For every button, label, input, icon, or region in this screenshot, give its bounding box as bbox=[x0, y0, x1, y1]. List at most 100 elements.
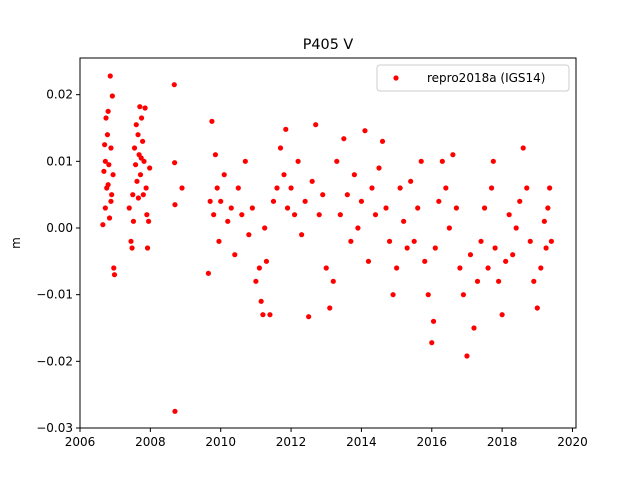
data-point bbox=[147, 165, 153, 171]
data-point bbox=[232, 252, 238, 258]
data-point bbox=[481, 205, 488, 211]
data-point bbox=[211, 212, 217, 218]
data-point bbox=[270, 198, 277, 204]
data-point bbox=[365, 258, 372, 264]
y-tick-label: 0.02 bbox=[46, 88, 73, 102]
data-point bbox=[401, 218, 407, 224]
data-point bbox=[212, 152, 219, 158]
data-point bbox=[334, 158, 340, 164]
data-point bbox=[131, 145, 138, 151]
data-point bbox=[513, 225, 519, 231]
data-point bbox=[291, 212, 298, 218]
data-point bbox=[102, 158, 108, 164]
legend: repro2018a (IGS14) bbox=[376, 64, 570, 92]
data-point bbox=[134, 178, 140, 184]
data-point bbox=[283, 126, 289, 132]
y-tick-label: 0.01 bbox=[46, 154, 73, 168]
x-tick-label: 2008 bbox=[135, 435, 166, 449]
data-point bbox=[355, 225, 361, 231]
data-point bbox=[418, 158, 424, 164]
data-point bbox=[467, 252, 474, 258]
data-point bbox=[358, 198, 365, 204]
y-tick-label: −0.03 bbox=[36, 421, 73, 435]
data-point bbox=[309, 178, 315, 184]
data-point bbox=[106, 215, 113, 221]
data-point bbox=[471, 325, 477, 331]
data-point bbox=[439, 158, 445, 164]
data-point bbox=[109, 192, 115, 198]
x-tick-label: 2016 bbox=[416, 435, 447, 449]
data-point bbox=[415, 205, 421, 211]
x-tick-label: 2014 bbox=[346, 435, 377, 449]
data-point bbox=[531, 278, 537, 284]
data-point bbox=[132, 162, 139, 168]
data-point bbox=[425, 292, 431, 298]
data-point bbox=[337, 212, 343, 218]
data-point bbox=[172, 202, 178, 208]
data-point bbox=[443, 185, 449, 191]
data-point bbox=[383, 205, 389, 211]
data-point bbox=[460, 292, 467, 298]
data-point bbox=[344, 192, 350, 198]
data-point bbox=[108, 198, 114, 204]
data-point bbox=[302, 198, 308, 204]
data-point bbox=[323, 265, 329, 271]
data-point bbox=[133, 122, 139, 128]
x-tick-label: 2010 bbox=[205, 435, 236, 449]
data-point bbox=[510, 252, 516, 258]
data-point bbox=[547, 185, 553, 191]
data-point bbox=[541, 218, 547, 224]
data-point bbox=[242, 158, 248, 164]
data-point bbox=[492, 245, 498, 251]
data-point bbox=[140, 192, 146, 198]
data-point bbox=[103, 115, 109, 121]
data-point bbox=[450, 152, 456, 158]
data-point bbox=[548, 238, 554, 244]
legend-box bbox=[376, 64, 570, 92]
data-point bbox=[490, 158, 496, 164]
data-point bbox=[246, 232, 252, 238]
y-axis-label: m bbox=[9, 237, 23, 249]
data-point bbox=[430, 318, 437, 324]
data-point bbox=[135, 195, 141, 201]
data-point bbox=[172, 408, 178, 414]
data-point bbox=[109, 93, 115, 99]
data-point bbox=[101, 168, 107, 174]
data-point bbox=[520, 145, 526, 151]
data-point bbox=[130, 192, 136, 198]
data-point bbox=[390, 292, 396, 298]
data-point bbox=[218, 198, 224, 204]
data-point bbox=[207, 198, 213, 204]
data-point bbox=[408, 178, 414, 184]
x-tick-label: 2006 bbox=[65, 435, 96, 449]
x-axis: 2006 2008 2010 2012 2014 2016 2018 2020 bbox=[65, 428, 588, 449]
y-tick-label: −0.02 bbox=[36, 354, 73, 368]
legend-label: repro2018a (IGS14) bbox=[427, 71, 545, 85]
data-point bbox=[306, 314, 312, 320]
data-point bbox=[138, 155, 144, 161]
data-point bbox=[404, 245, 410, 251]
data-point bbox=[100, 222, 106, 228]
data-point bbox=[144, 245, 151, 251]
data-point bbox=[341, 136, 347, 142]
data-point bbox=[474, 278, 481, 284]
data-point bbox=[394, 265, 400, 271]
data-point bbox=[534, 305, 540, 311]
data-point bbox=[327, 305, 333, 311]
data-point bbox=[524, 185, 530, 191]
data-point bbox=[105, 108, 111, 114]
data-point bbox=[517, 198, 523, 204]
data-point bbox=[379, 138, 386, 144]
x-tick-label: 2012 bbox=[276, 435, 307, 449]
data-point bbox=[108, 145, 114, 151]
x-tick-label: 2018 bbox=[487, 435, 518, 449]
data-point bbox=[110, 172, 116, 178]
data-point bbox=[216, 238, 222, 244]
data-point bbox=[422, 258, 428, 264]
data-point bbox=[253, 278, 259, 284]
data-point bbox=[485, 265, 491, 271]
data-point bbox=[171, 82, 177, 88]
axes-frame bbox=[79, 57, 577, 429]
data-point bbox=[274, 185, 280, 191]
